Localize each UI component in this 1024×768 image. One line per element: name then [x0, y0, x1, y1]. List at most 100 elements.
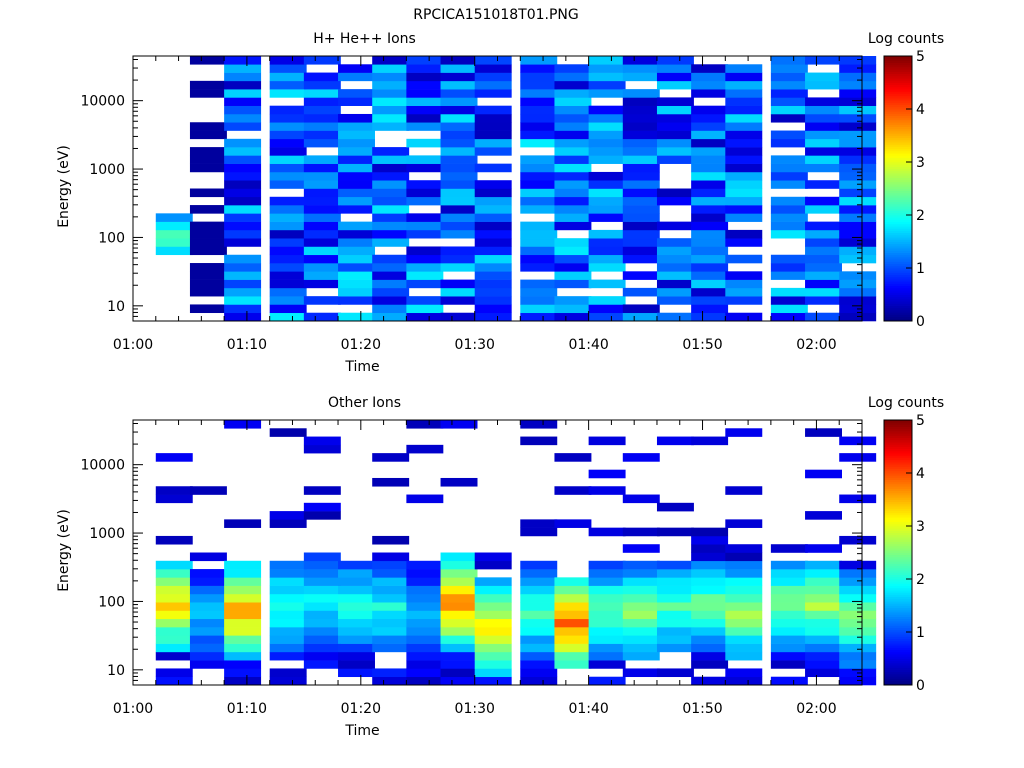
- heatmap-cell: [406, 122, 444, 131]
- colorbar-swatch: [884, 682, 912, 686]
- heatmap-cell: [588, 296, 626, 305]
- heatmap-cell: [691, 279, 729, 289]
- x-tick-label: 02:00: [796, 701, 836, 717]
- heatmap-cell: [520, 279, 558, 289]
- colorbar-swatch: [884, 455, 912, 458]
- colorbar-swatch: [884, 281, 912, 284]
- heatmap-cell: [770, 72, 808, 82]
- heatmap-cell: [520, 527, 558, 537]
- colorbar-swatch: [884, 254, 912, 258]
- heatmap-cell: [474, 312, 512, 322]
- heatmap-cell: [588, 72, 626, 82]
- colorbar-swatch: [884, 58, 912, 61]
- heatmap-cell: [588, 238, 626, 247]
- heatmap-cell: [372, 196, 410, 206]
- heatmap-cell: [372, 72, 410, 82]
- colorbar-swatch: [884, 303, 912, 306]
- colorbar-swatch: [884, 137, 912, 141]
- heatmap-cell: [805, 271, 842, 280]
- y-tick-label: 10: [107, 299, 125, 315]
- heatmap-cell: [303, 254, 341, 264]
- heatmap-cell: [269, 560, 307, 570]
- colorbar-swatch: [884, 159, 912, 163]
- colorbar-swatch: [884, 67, 912, 70]
- heatmap-cell: [691, 122, 729, 131]
- colorbar-swatch: [884, 173, 912, 176]
- heatmap-cell: [372, 668, 410, 678]
- heatmap-cell: [372, 453, 410, 462]
- heatmap-cell: [338, 171, 375, 181]
- heatmap-cell: [303, 436, 341, 446]
- colorbar-swatch: [884, 605, 912, 609]
- heatmap-cell: [805, 56, 842, 65]
- colorbar-swatch: [884, 268, 912, 271]
- heatmap-cell: [338, 163, 375, 173]
- colorbar-swatch: [884, 420, 912, 423]
- heatmap-cell: [155, 221, 193, 231]
- heatmap-cell: [474, 676, 512, 686]
- heatmap-cell: [588, 560, 626, 570]
- heatmap-cell: [155, 213, 193, 222]
- colorbar-swatch: [884, 673, 912, 677]
- heatmap-cell: [224, 56, 262, 65]
- heatmap-cell: [224, 593, 262, 603]
- heatmap-cell: [372, 163, 410, 173]
- heatmap-cell: [224, 72, 262, 82]
- heatmap-cell: [372, 113, 410, 123]
- colorbar-swatch: [884, 448, 912, 452]
- heatmap-cell: [588, 660, 626, 669]
- heatmap-cell: [622, 229, 660, 239]
- heatmap-cell: [622, 213, 660, 222]
- heatmap-cell: [372, 296, 410, 305]
- heatmap-cell: [691, 213, 729, 222]
- heatmap-cell: [338, 279, 375, 289]
- heatmap-cell: [839, 585, 877, 595]
- colorbar-swatch: [884, 574, 912, 578]
- colorbar-swatch: [884, 579, 912, 582]
- heatmap-cell: [691, 196, 729, 206]
- heatmap-cell: [839, 196, 877, 206]
- heatmap-cell: [588, 527, 626, 537]
- heatmap-cell: [155, 585, 193, 595]
- colorbar-swatch: [884, 232, 912, 236]
- heatmap-cell: [805, 97, 842, 106]
- colorbar-swatch: [884, 503, 912, 507]
- y-tick-label: 10: [107, 663, 125, 679]
- colorbar-swatch: [884, 115, 912, 119]
- heatmap-cell: [224, 122, 262, 131]
- heatmap-cell: [839, 229, 877, 239]
- colorbar-swatch: [884, 212, 912, 216]
- colorbar-swatch: [884, 124, 912, 128]
- heatmap-cell: [338, 602, 375, 611]
- heatmap-cell: [805, 593, 842, 603]
- colorbar-swatch: [884, 104, 912, 108]
- heatmap-cell: [303, 486, 341, 495]
- heatmap-cell: [440, 113, 478, 123]
- heatmap-cell: [725, 585, 763, 595]
- colorbar-swatch: [884, 210, 912, 214]
- x-tick-label: 02:00: [796, 337, 836, 353]
- y-tick-label: 100: [98, 230, 125, 246]
- heatmap-cell: [656, 80, 694, 90]
- heatmap-cell: [725, 138, 763, 148]
- colorbar-swatch: [884, 259, 912, 262]
- heatmap-cell: [338, 560, 375, 570]
- colorbar-swatch: [884, 636, 912, 640]
- colorbar-swatch: [884, 175, 912, 178]
- heatmap-cell: [554, 97, 592, 106]
- heatmap-cell: [725, 544, 763, 553]
- heatmap-cell: [406, 279, 444, 289]
- heatmap-cell: [691, 627, 729, 636]
- heatmap-cell: [770, 155, 808, 164]
- colorbar-swatch: [884, 86, 912, 90]
- heatmap-cell: [224, 602, 262, 611]
- heatmap-cell: [588, 155, 626, 164]
- heatmap-cell: [770, 97, 808, 106]
- heatmap-cell: [406, 64, 444, 73]
- heatmap-cell: [691, 113, 729, 123]
- heatmap-cell: [622, 560, 660, 570]
- heatmap-cell: [805, 585, 842, 595]
- colorbar-swatch: [884, 256, 912, 260]
- heatmap-cell: [520, 196, 558, 206]
